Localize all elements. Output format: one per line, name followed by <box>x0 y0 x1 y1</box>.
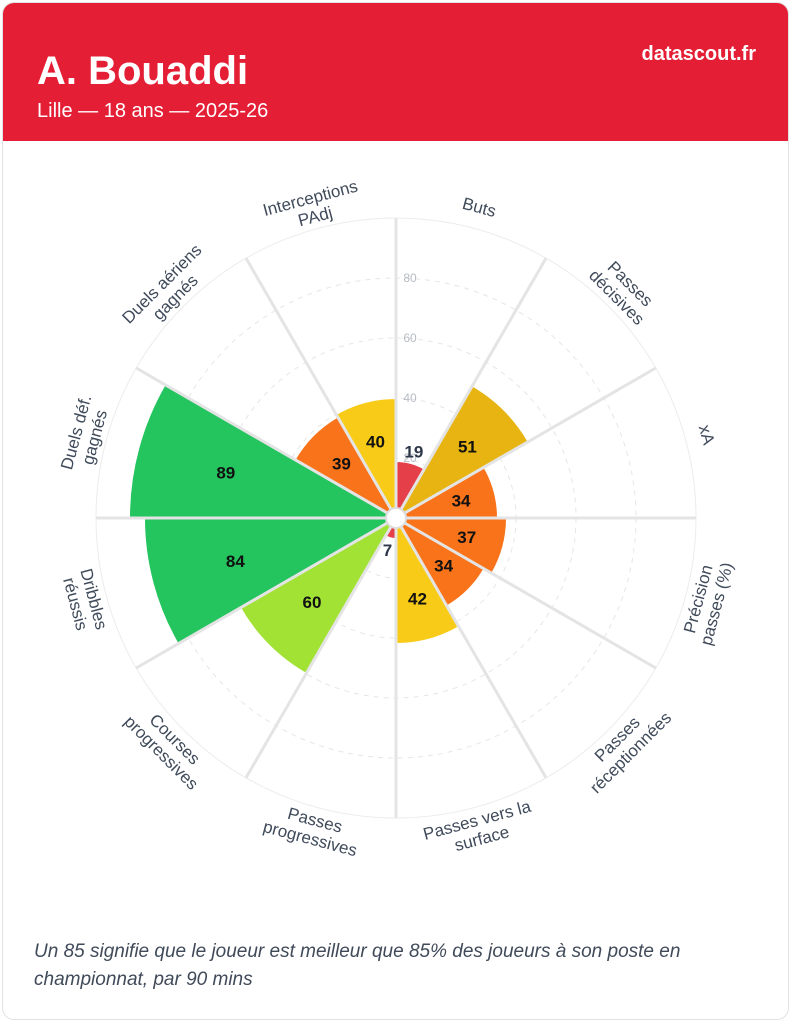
value-label-2: 51 <box>458 438 477 457</box>
footnote: Un 85 signifie que le joueur est meilleu… <box>34 941 681 990</box>
player-meta: Lille — 18 ans — 2025-26 <box>37 100 269 122</box>
wedge-10 <box>128 383 397 519</box>
spoke-line-2 <box>394 257 548 519</box>
spoke-line-3 <box>395 366 657 520</box>
value-label-10: 89 <box>216 463 235 482</box>
spoke-line-5 <box>395 516 657 670</box>
value-label-5: 34 <box>434 557 453 576</box>
value-label-6: 42 <box>408 589 427 608</box>
wedge-8 <box>239 517 397 675</box>
spoke-line-9 <box>135 516 397 670</box>
player-name: A. Bouaddi <box>37 49 249 93</box>
value-label-4: 37 <box>457 528 476 547</box>
brand-label: datascout.fr <box>641 43 756 65</box>
tick-label-80: 80 <box>403 271 417 285</box>
spoke-line-6 <box>394 517 548 779</box>
spoke-line-8 <box>244 517 398 779</box>
value-label-12: 40 <box>366 433 385 452</box>
value-label-1: 19 <box>404 442 423 461</box>
category-label-line: Buts <box>460 194 498 221</box>
tick-label-20: 20 <box>403 451 417 465</box>
tick-label-60: 60 <box>403 331 417 345</box>
value-label-8: 60 <box>303 593 322 612</box>
category-label-1: Buts <box>460 194 498 221</box>
value-label-3: 34 <box>452 492 471 511</box>
value-label-7: 7 <box>383 541 392 560</box>
value-label-11: 39 <box>332 454 351 473</box>
wedge-9 <box>143 517 397 645</box>
spoke-line-11 <box>135 366 397 520</box>
category-label-line: xA <box>695 423 719 448</box>
center-hub <box>385 507 407 529</box>
category-label-3: xA <box>695 423 719 448</box>
spoke-line-12 <box>244 257 398 519</box>
value-label-9: 84 <box>226 552 245 571</box>
header-banner: A. Bouaddi Lille — 18 ans — 2025-26 data… <box>3 3 788 141</box>
tick-label-40: 40 <box>403 391 417 405</box>
